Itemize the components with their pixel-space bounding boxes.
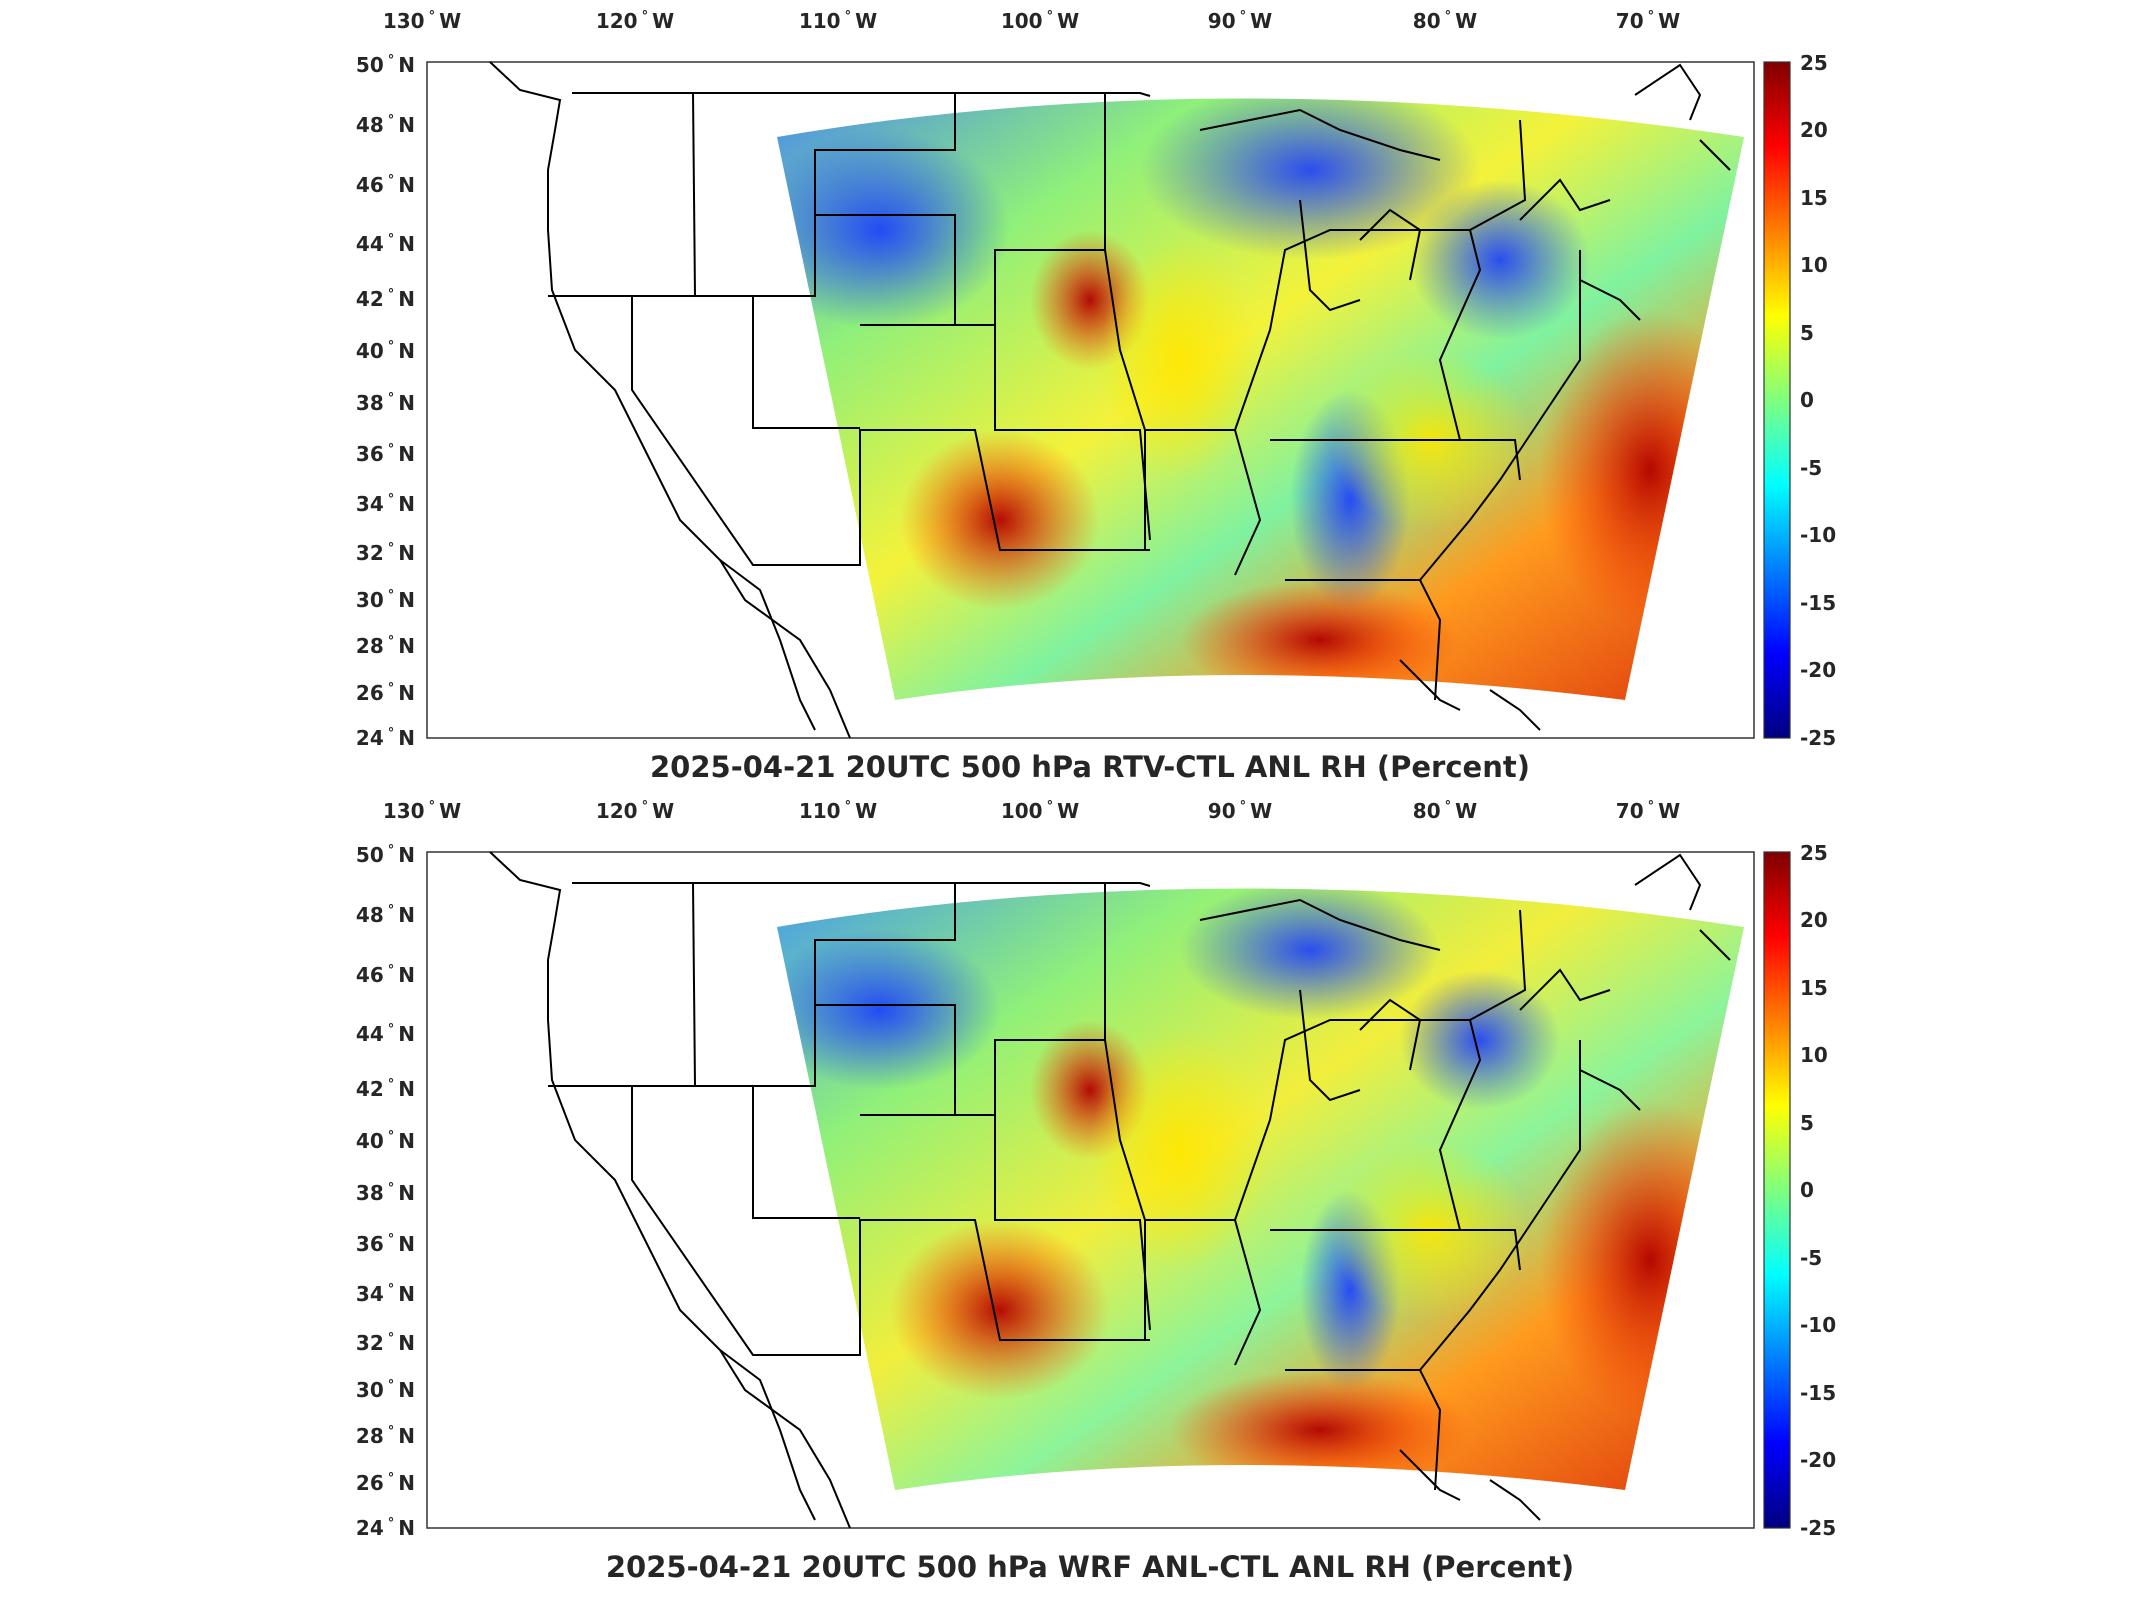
colorbar-tick: 25	[1800, 51, 1828, 75]
colorbar-tick: -15	[1800, 591, 1836, 615]
lat-label: 34 ° N	[356, 1282, 415, 1306]
lat-label: 42 ° N	[356, 287, 415, 311]
colorbar-scale	[1763, 851, 1791, 1529]
colorbar-tick: -10	[1800, 1313, 1836, 1337]
latitude-labels: 50 ° N 48 ° N 46 ° N 44 ° N 42 ° N 40 ° N 38 ° N 36 ° N …	[356, 53, 415, 750]
longitude-labels: 130 ° W 120 ° W 110 ° W 100 ° W 90 ° W 80 ° W 70 ° W	[383, 9, 1680, 33]
lat-label: 32 ° N	[356, 1331, 415, 1355]
lat-label: 34 ° N	[356, 492, 415, 516]
lat-label: 28 ° N	[356, 634, 415, 658]
latitude-labels: 50 ° N 48 ° N 46 ° N 44 ° N 42 ° N 40 ° N 38 ° N 36 ° N …	[356, 843, 415, 1540]
colorbar-tick: -20	[1800, 658, 1836, 682]
lat-label: 40 ° N	[356, 1129, 415, 1153]
lat-label: 44 ° N	[356, 232, 415, 256]
lat-label: 28 ° N	[356, 1424, 415, 1448]
lat-label: 42 ° N	[356, 1077, 415, 1101]
colorbar-tick: 25	[1800, 841, 1828, 865]
lat-label: 44 ° N	[356, 1022, 415, 1046]
lat-label: 30 ° N	[356, 588, 415, 612]
lon-label: 130 ° W	[383, 9, 461, 33]
coastline-and-borders	[489, 61, 1731, 739]
coastline-and-borders	[489, 851, 1731, 1529]
longitude-labels: 130 ° W 120 ° W 110 ° W 100 ° W 90 ° W 80 ° W 70 ° W	[383, 799, 1680, 823]
colorbar-tick: -25	[1800, 1516, 1836, 1540]
lat-label: 50 ° N	[356, 53, 415, 77]
lat-label: 24 ° N	[356, 1516, 415, 1540]
lat-label: 36 ° N	[356, 442, 415, 466]
lat-label: 32 ° N	[356, 541, 415, 565]
colorbar-tick: -15	[1800, 1381, 1836, 1405]
colorbar-tick: -20	[1800, 1448, 1836, 1472]
lon-label: 100 ° W	[1001, 9, 1079, 33]
lat-label: 46 ° N	[356, 173, 415, 197]
lon-label: 130 ° W	[383, 799, 461, 823]
map-figure: 130 ° W 120 ° W 110 ° W 100 ° W 90 ° W 80 ° W 70 ° W 5…	[356, 799, 1836, 1584]
lat-label: 24 ° N	[356, 726, 415, 750]
lat-label: 30 ° N	[356, 1378, 415, 1402]
lat-label: 36 ° N	[356, 1232, 415, 1256]
lon-label: 70 ° W	[1616, 799, 1680, 823]
lon-label: 90 ° W	[1208, 9, 1272, 33]
colorbar-tick: 15	[1800, 976, 1828, 1000]
map-figure: 130 ° W 120 ° W 110 ° W 100 ° W 90 ° W 80 ° W 70 ° W 5…	[356, 9, 1836, 784]
colorbar-tick: 20	[1800, 118, 1828, 142]
lon-label: 80 ° W	[1413, 799, 1477, 823]
lon-label: 120 ° W	[596, 9, 674, 33]
colorbar-tick: -5	[1800, 456, 1822, 480]
lon-label: 100 ° W	[1001, 799, 1079, 823]
map-panel-wrf-anl-ctl: 130 ° W 120 ° W 110 ° W 100 ° W 90 ° W 80 ° W 70 ° W 5…	[0, 790, 2133, 1600]
rh-difference-field	[777, 98, 1744, 700]
lon-label: 110 ° W	[799, 799, 877, 823]
lat-label: 48 ° N	[356, 903, 415, 927]
lat-label: 26 ° N	[356, 1471, 415, 1495]
lat-label: 50 ° N	[356, 843, 415, 867]
colorbar-tick: -5	[1800, 1246, 1822, 1270]
rh-difference-field	[777, 888, 1744, 1490]
lon-label: 110 ° W	[799, 9, 877, 33]
lat-label: 38 ° N	[356, 391, 415, 415]
lon-label: 90 ° W	[1208, 799, 1272, 823]
lon-label: 120 ° W	[596, 799, 674, 823]
colorbar-tick: 20	[1800, 908, 1828, 932]
colorbar-tick: 5	[1800, 1111, 1814, 1135]
lat-label: 40 ° N	[356, 339, 415, 363]
map-panel-rtv-ctl: 130 ° W 120 ° W 110 ° W 100 ° W 90 ° W 80 ° W 70 ° W 5…	[0, 0, 2133, 790]
colorbar-tick: -10	[1800, 523, 1836, 547]
colorbar-tick: 10	[1800, 253, 1828, 277]
colorbar-tick: 0	[1800, 1178, 1814, 1202]
panel-title: 2025-04-21 20UTC 500 hPa RTV-CTL ANL RH …	[650, 750, 1530, 784]
colorbar-tick: -25	[1800, 726, 1836, 750]
lon-label: 80 ° W	[1413, 9, 1477, 33]
colorbar-tick: 5	[1800, 321, 1814, 345]
colorbar-scale	[1763, 61, 1791, 739]
colorbar: 25 20 15 10 5 0 -5 -10 -15 -20 -25	[1763, 51, 1836, 750]
lat-label: 26 ° N	[356, 681, 415, 705]
lon-label: 70 ° W	[1616, 9, 1680, 33]
colorbar-tick: 10	[1800, 1043, 1828, 1067]
colorbar: 25 20 15 10 5 0 -5 -10 -15 -20 -25	[1763, 841, 1836, 1540]
panel-title: 2025-04-21 20UTC 500 hPa WRF ANL-CTL ANL…	[606, 1550, 1574, 1584]
colorbar-tick: 0	[1800, 388, 1814, 412]
lat-label: 48 ° N	[356, 113, 415, 137]
colorbar-tick: 15	[1800, 186, 1828, 210]
lat-label: 46 ° N	[356, 963, 415, 987]
lat-label: 38 ° N	[356, 1181, 415, 1205]
